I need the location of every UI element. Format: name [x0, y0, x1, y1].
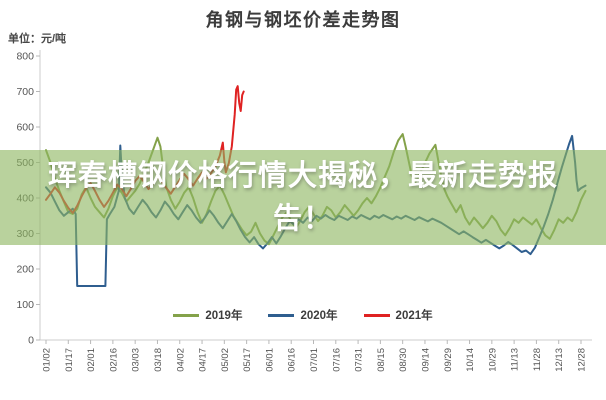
banner-text-line: 珲春槽钢价格行情大揭秘，最新走势报 — [47, 160, 558, 193]
y-tick-label: 700 — [16, 86, 34, 98]
x-tick-label: 12/13 — [554, 348, 565, 372]
legend-item: 2019年 — [173, 307, 242, 323]
x-tick-label: 08/30 — [398, 348, 409, 372]
x-tick-label: 07/01 — [309, 348, 320, 372]
legend-swatch — [173, 313, 200, 317]
y-tick-label: 800 — [16, 51, 34, 63]
x-tick-label: 05/17 — [242, 348, 253, 372]
y-tick-label: 100 — [16, 299, 34, 311]
x-tick-label: 11/28 — [532, 348, 543, 371]
x-tick-label: 07/16 — [331, 348, 342, 372]
x-tick-label: 03/18 — [153, 348, 164, 372]
legend-label: 2020年 — [300, 310, 338, 322]
x-tick-label: 04/17 — [198, 348, 209, 372]
x-tick-label: 05/02 — [220, 348, 231, 372]
x-tick-label: 04/02 — [175, 348, 186, 372]
legend-swatch — [363, 313, 390, 317]
x-tick-label: 01/02 — [42, 348, 53, 372]
chart-title: 角钢与钢坯价差走势图 — [205, 10, 401, 30]
x-tick-label: 01/17 — [64, 348, 75, 372]
banner-text-line: 告！ — [272, 202, 333, 235]
x-tick-label: 06/01 — [264, 348, 275, 372]
x-tick-label: 09/29 — [443, 348, 454, 372]
legend-item: 2020年 — [268, 307, 338, 323]
x-tick-label: 10/29 — [487, 348, 498, 372]
x-tick-label: 02/01 — [86, 348, 97, 372]
x-tick-label: 07/31 — [354, 348, 365, 372]
x-tick-label: 03/03 — [131, 348, 142, 372]
legend-swatch — [268, 313, 295, 317]
x-tick-label: 08/15 — [376, 348, 387, 372]
x-tick-label: 02/16 — [108, 348, 119, 372]
y-tick-label: 200 — [16, 264, 34, 276]
legend-label: 2019年 — [205, 310, 243, 322]
chart-legend: 2019年 2020年 2021年 — [0, 307, 606, 323]
x-tick-label: 09/14 — [420, 348, 431, 372]
x-tick-label: 11/13 — [510, 348, 521, 371]
legend-item: 2021年 — [363, 307, 433, 323]
x-tick-label: 10/14 — [465, 348, 476, 372]
x-tick-label: 12/28 — [577, 348, 588, 372]
legend-label: 2021年 — [395, 310, 433, 322]
overlay-banner: 珲春槽钢价格行情大揭秘，最新走势报 告！ — [0, 150, 606, 245]
y-tick-label: 0 — [28, 335, 34, 347]
y-tick-label: 600 — [16, 122, 34, 134]
x-tick-label: 06/16 — [287, 348, 298, 372]
unit-label: 单位：元/吨 — [8, 33, 67, 45]
